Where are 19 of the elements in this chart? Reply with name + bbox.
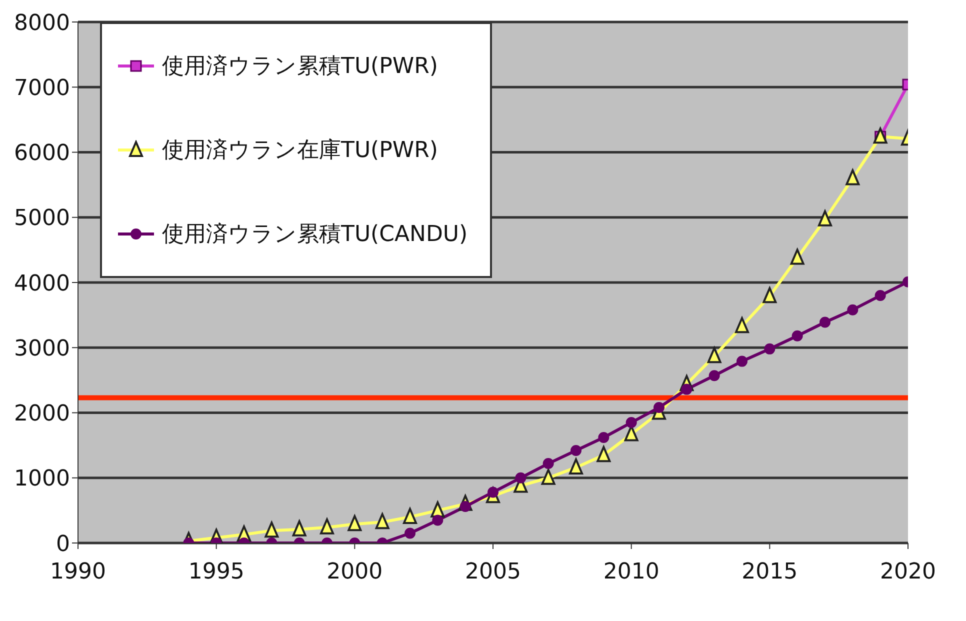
y-tick-label: 5000 <box>14 206 70 232</box>
x-tick-label: 2005 <box>465 560 521 585</box>
y-tick-label: 2000 <box>14 402 70 427</box>
y-tick-label: 6000 <box>14 141 70 166</box>
y-tick-label: 3000 <box>14 336 70 362</box>
y-tick-label: 4000 <box>14 271 70 296</box>
legend-label: 使用済ウラン在庫TU(PWR) <box>162 137 438 165</box>
x-tick-label: 2020 <box>880 560 936 585</box>
x-tick-label: 1990 <box>50 560 106 585</box>
y-tick-label: 8000 <box>14 10 70 36</box>
y-tick-label: 7000 <box>14 76 70 101</box>
y-tick-label: 0 <box>56 532 70 557</box>
legend-label: 使用済ウラン累積TU(CANDU) <box>162 221 468 249</box>
y-tick-label: 1000 <box>14 466 70 492</box>
x-tick-label: 2010 <box>603 560 660 585</box>
x-tick-label: 1995 <box>188 560 244 585</box>
x-tick-label: 2000 <box>326 560 383 585</box>
x-tick-label: 2015 <box>742 560 798 585</box>
legend-label: 使用済ウラン累積TU(PWR) <box>162 53 438 81</box>
